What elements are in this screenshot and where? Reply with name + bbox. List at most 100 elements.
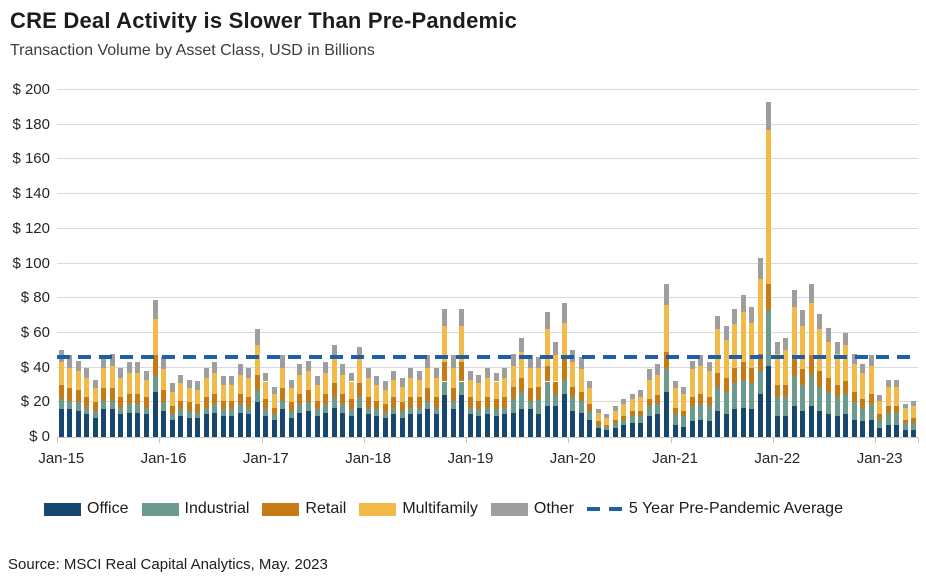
legend-label: Retail xyxy=(305,500,347,517)
bar-segment-retail xyxy=(706,397,712,406)
bar-segment-retail xyxy=(595,421,601,425)
bar-segment-other xyxy=(902,404,908,408)
bar-segment-retail xyxy=(169,405,175,415)
bar-segment-other xyxy=(502,367,508,379)
bar-segment-retail xyxy=(288,402,294,411)
bar-segment-office xyxy=(732,409,738,437)
bar-segment-office xyxy=(885,424,891,437)
bar-segment-other xyxy=(629,393,635,399)
bar-segment-retail xyxy=(544,365,550,382)
bar-segment-office xyxy=(459,395,465,437)
bar-segment-multifamily xyxy=(271,393,277,408)
bar-segment-other xyxy=(476,374,482,384)
bar-segment-industrial xyxy=(740,379,746,408)
bar-segment-industrial xyxy=(331,397,337,408)
y-tick-label: $ 200 xyxy=(12,81,50,98)
bar-segment-retail xyxy=(561,358,567,380)
bar-segment-industrial xyxy=(646,405,652,417)
bar-segment-retail xyxy=(331,383,337,398)
bar-segment-other xyxy=(587,381,593,389)
bar-segment-office xyxy=(365,414,371,437)
bar-segment-other xyxy=(698,355,704,366)
x-axis-line xyxy=(57,437,919,438)
bar-segment-other xyxy=(860,364,866,373)
bar-segment-office xyxy=(536,414,542,437)
bar-segment-multifamily xyxy=(365,378,371,398)
bar-segment-other xyxy=(374,376,380,385)
bar-segment-other xyxy=(331,345,337,359)
bar-segment-other xyxy=(766,102,772,130)
bar-segment-office xyxy=(357,407,363,437)
bar-segment-retail xyxy=(578,391,584,401)
bar-segment-office xyxy=(161,410,167,437)
bar-segment-office xyxy=(561,393,567,437)
bar-segment-retail xyxy=(664,352,670,370)
bar-segment-office xyxy=(502,414,508,437)
bar-segment-industrial xyxy=(629,416,635,424)
bar-segment-office xyxy=(894,424,900,437)
bar-segment-multifamily xyxy=(67,367,73,389)
bar-segment-multifamily xyxy=(126,372,132,394)
x-tick-label: Jan-16 xyxy=(140,450,187,467)
bar-segment-multifamily xyxy=(587,388,593,405)
bar-segment-industrial xyxy=(203,407,209,415)
bar-segment-office xyxy=(58,409,64,437)
x-tick-mark xyxy=(363,438,365,443)
bar-segment-retail xyxy=(340,393,346,405)
bar-segment-retail xyxy=(297,393,303,405)
bar-segment-retail xyxy=(774,384,780,398)
bar-segment-office xyxy=(877,428,883,437)
bar-segment-retail xyxy=(391,397,397,408)
bar-segment-multifamily xyxy=(791,306,797,359)
bar-segment-retail xyxy=(314,400,320,410)
bar-segment-retail xyxy=(425,388,431,401)
bar-segment-office xyxy=(152,391,158,437)
bar-segment-industrial xyxy=(391,407,397,415)
bar-segment-retail xyxy=(229,400,235,410)
bar-segment-office xyxy=(297,412,303,437)
bar-segment-retail xyxy=(493,398,499,410)
bar-segment-retail xyxy=(365,397,371,408)
bar-segment-retail xyxy=(433,397,439,408)
y-tick-label: $ 120 xyxy=(12,219,50,237)
bar-segment-industrial xyxy=(536,398,542,415)
bar-segment-multifamily xyxy=(544,329,550,366)
bar-segment-industrial xyxy=(348,409,354,417)
bar-segment-multifamily xyxy=(612,410,618,420)
bar-segment-multifamily xyxy=(578,369,584,392)
bar-segment-industrial xyxy=(527,400,533,410)
bar-segment-multifamily xyxy=(595,412,601,422)
y-tick-label: $ 40 xyxy=(20,358,50,376)
bar-segment-multifamily xyxy=(408,378,414,398)
bar-segment-multifamily xyxy=(689,369,695,398)
bar-segment-multifamily xyxy=(433,378,439,398)
bar-segment-office xyxy=(126,412,132,437)
bar-segment-retail xyxy=(698,393,704,405)
bar-segment-retail xyxy=(450,388,456,401)
bar-segment-office xyxy=(101,409,107,437)
bar-segment-office xyxy=(604,430,610,437)
bar-segment-multifamily xyxy=(553,355,559,382)
bar-segment-other xyxy=(885,379,891,387)
bar-segment-office xyxy=(314,416,320,437)
bar-segment-industrial xyxy=(365,407,371,415)
bar-segment-retail xyxy=(732,367,738,384)
bar-segment-other xyxy=(740,294,746,313)
bar-segment-retail xyxy=(382,404,388,413)
bar-segment-retail xyxy=(612,419,618,424)
bar-segment-office xyxy=(672,424,678,437)
bar-segment-industrial xyxy=(774,397,780,417)
bar-segment-office xyxy=(144,414,149,437)
bar-segment-other xyxy=(288,379,294,389)
bar-segment-multifamily xyxy=(75,371,81,391)
bar-segment-other xyxy=(135,362,141,373)
y-tick-label: $ 100 xyxy=(12,254,50,272)
legend: Office Industrial Retail Multifamily Other 5 … xyxy=(44,500,916,518)
bar-segment-retail xyxy=(911,417,917,424)
bar-segment-retail xyxy=(109,388,115,401)
bar-segment-office xyxy=(229,416,235,437)
bar-segment-office xyxy=(689,421,695,437)
bar-segment-multifamily xyxy=(655,374,661,396)
bar-segment-multifamily xyxy=(254,345,260,375)
